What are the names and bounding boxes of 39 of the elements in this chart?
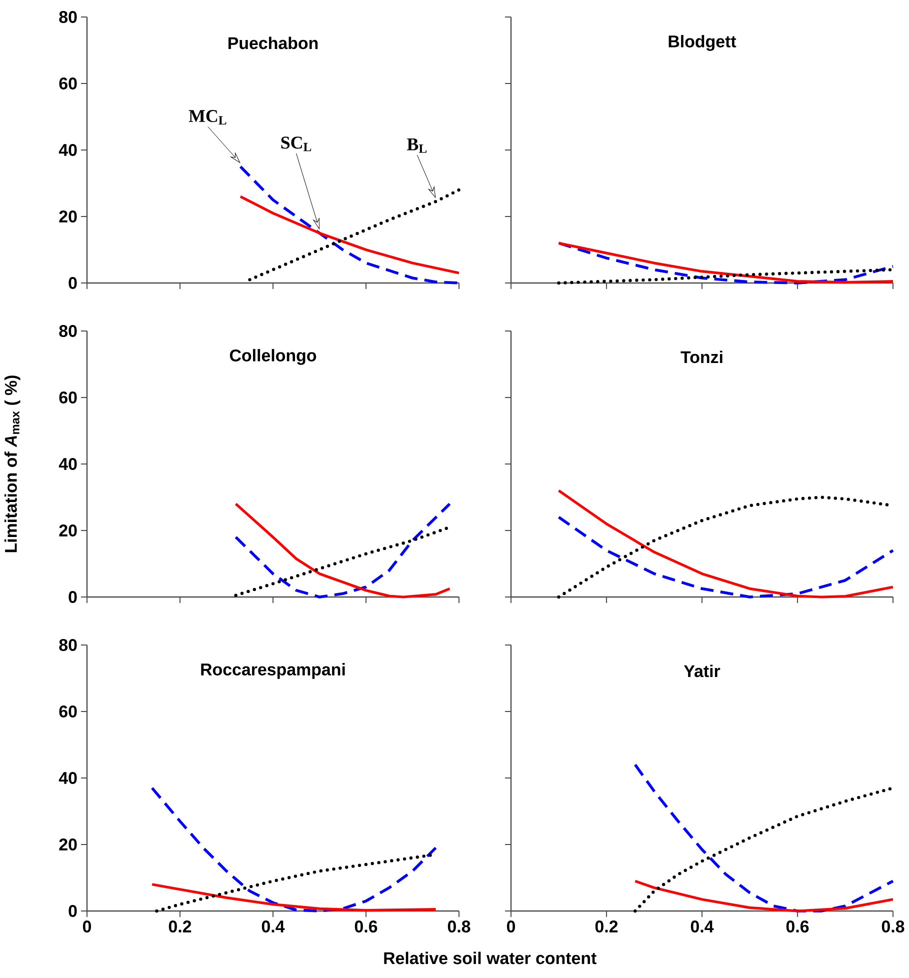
y-tick-label: 40 [58,772,77,784]
y-tick-label: 0 [68,276,77,289]
text: Roccarespampani [201,663,345,679]
y-tick-label: 40 [58,458,77,470]
text: Tonzi [680,350,722,364]
x-tick-label: 0.8 [882,920,904,933]
x-tick-label: 0 [506,920,516,933]
text: SC$_{L}$ [281,136,312,152]
text: MC$_{L}$ [188,110,226,125]
line-series [150,883,438,912]
y-tick-label: 40 [58,144,77,156]
y-tick-label: 80 [59,639,77,651]
text: Yatir [684,664,720,678]
text: Puechabon [228,36,318,50]
y-tick-label: 20 [59,838,77,850]
line-series [239,195,460,274]
text: Blodgett [668,35,736,51]
x-tick-label: 0.4 [262,920,285,933]
x-tick-label: 0.2 [168,920,192,933]
x-tick-label: 0 [82,920,92,933]
y-tick-label: 60 [59,706,77,718]
x-tick-label: 0.6 [786,920,809,933]
y-tick-label: 80 [59,324,77,337]
y-tick-label: 0 [68,904,77,917]
text: B$_{L}$ [407,138,427,153]
y-tick-label: 20 [59,210,77,222]
x-axis-title: Relative soil water content [384,952,596,964]
x-tick-label: 0.2 [595,920,618,933]
x-tick-label: 0.4 [690,920,714,933]
y-tick-label: 60 [59,77,77,90]
y-tick-label: 80 [59,10,77,23]
line-series [150,786,438,912]
x-tick-label: 0.6 [354,920,378,933]
text: Collelongo [230,349,316,365]
y-axis-title: Limitation of A$_{max}$ ( %) [4,376,20,552]
y-tick-label: 0 [68,590,77,603]
y-tick-label: 20 [59,524,77,536]
y-tick-label: 60 [59,391,77,404]
x-tick-label: 0.8 [448,920,470,933]
